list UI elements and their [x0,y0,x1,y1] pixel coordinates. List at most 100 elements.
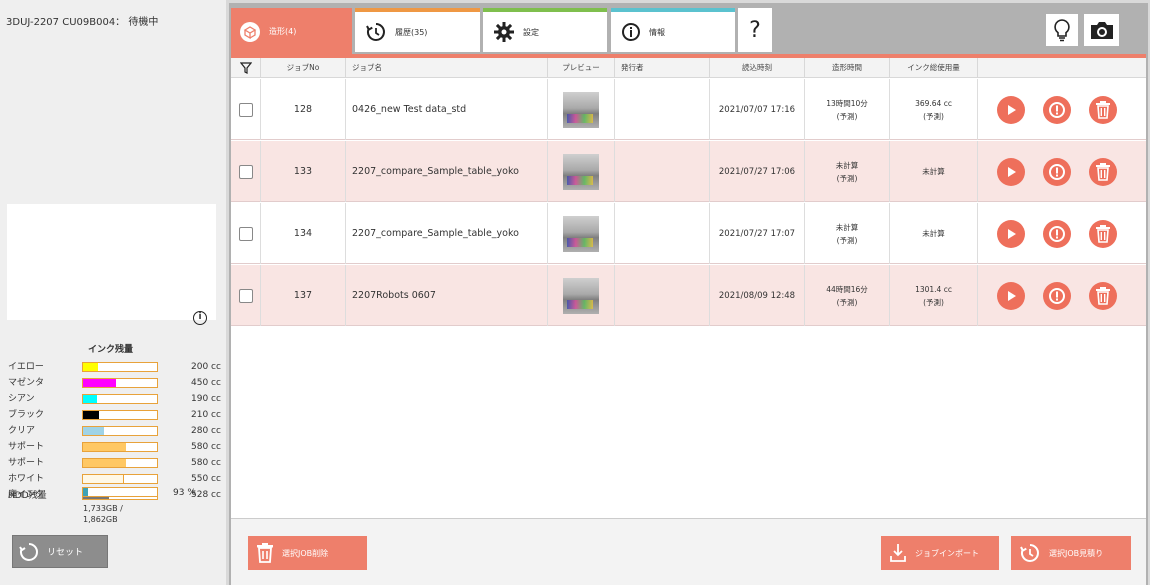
build-time-note: (予測) [836,297,858,307]
status-panel: 3DUJ-2207 CU09B004： 待機中 インク残量 i イエロー 200… [0,0,226,585]
read-time: 2021/08/09 12:48 [718,290,796,301]
camera-button[interactable] [1084,14,1119,46]
lightbulb-button[interactable] [1046,14,1078,46]
job-name: 2207_compare_Sample_table_yoko [352,228,519,239]
tab-info-label: 情報 [649,27,665,37]
issuer-cell [615,141,710,202]
delete-button[interactable] [1089,281,1117,310]
ink-row: ホワイト 550 cc [8,473,221,485]
delete-button[interactable] [1089,157,1117,186]
stop-button[interactable] [1043,95,1071,124]
build-time-cell: 13時間10分 (予測) [805,79,890,140]
filter-button[interactable] [231,58,261,78]
ink-row: クリア 280 cc [8,425,221,437]
ink-row: サポート 580 cc [8,441,221,453]
start-button[interactable] [997,281,1025,310]
ink-level-bar [82,474,158,484]
bottom-bar: 選択JOB削除 ジョブインポート 選択JOB見積り [231,518,1146,585]
play-icon [1008,104,1016,115]
table-row[interactable]: 128 0426_new Test data_std 2021/07/07 17… [231,79,1146,140]
col-job-name[interactable]: ジョブ名 [346,58,548,78]
tab-jobs[interactable]: 造形(4) [231,8,352,55]
read-time: 2021/07/07 17:16 [718,104,796,115]
ink-name: クリア [8,426,36,436]
ink-level-bar [82,378,158,388]
job-no: 134 [293,228,313,239]
hdd-used: 1,733GB / [83,504,123,513]
row-actions [991,141,1141,202]
ink-amount: 210 cc [191,410,221,420]
col-read-time[interactable]: 読込時刻 [710,58,805,78]
preview-thumbnail[interactable] [563,277,599,314]
tab-history-label: 履歴(35) [395,27,428,37]
ink-name: サポート [8,442,45,452]
read-time: 2021/07/27 17:07 [718,228,796,239]
job-import-button[interactable]: ジョブインポート [881,536,999,570]
col-preview[interactable]: プレビュー [548,58,615,78]
row-checkbox[interactable] [238,102,253,117]
preview-thumbnail[interactable] [563,153,599,190]
estimate-selected-button[interactable]: 選択JOB見積り [1011,536,1131,570]
info-icon [622,23,640,41]
row-checkbox-cell [231,141,261,202]
ink-name: シアン [8,394,35,404]
delete-selected-button[interactable]: 選択JOB削除 [248,536,367,570]
hdd-total: 1,862GB [83,515,118,524]
table-row[interactable]: 137 2207Robots 0607 2021/08/09 12:48 44時… [231,265,1146,326]
ink-usage-cell: 未計算 [890,203,978,264]
stop-button[interactable] [1043,157,1071,186]
ink-amount: 580 cc [191,458,221,468]
build-time-cell: 44時間16分 (予測) [805,265,890,326]
delete-button[interactable] [1089,219,1117,248]
ink-level-bar [82,458,158,468]
ink-amount: 200 cc [191,362,221,372]
reset-icon [19,542,38,561]
row-checkbox[interactable] [238,226,253,241]
read-time-cell: 2021/07/27 17:06 [710,141,805,202]
estimate-selected-label: 選択JOB見積り [1049,548,1104,558]
stop-icon [1049,163,1065,180]
start-button[interactable] [997,157,1025,186]
tab-history[interactable]: 履歴(35) [355,8,480,52]
row-checkbox[interactable] [238,288,253,303]
table-row[interactable]: 133 2207_compare_Sample_table_yoko 2021/… [231,141,1146,202]
hdd-percent: 93 % [173,488,196,498]
ink-usage-cell: 未計算 [890,141,978,202]
ink-row: イエロー 200 cc [8,361,221,373]
delete-button[interactable] [1089,95,1117,124]
row-checkbox[interactable] [238,164,253,179]
ink-level-bar [82,426,158,436]
build-time: 13時間10分 [826,98,868,108]
stop-button[interactable] [1043,219,1071,248]
ink-level-bar [82,410,158,420]
table-row[interactable]: 134 2207_compare_Sample_table_yoko 2021/… [231,203,1146,264]
col-issuer[interactable]: 発行者 [615,58,710,78]
tab-info[interactable]: 情報 [611,8,735,52]
build-time: 未計算 [835,160,859,170]
read-time-cell: 2021/07/27 17:07 [710,203,805,264]
ink-usage: 未計算 [922,167,945,176]
row-actions [991,79,1141,140]
build-time: 44時間16分 [826,284,868,294]
reset-button[interactable]: リセット [12,535,108,568]
col-job-no[interactable]: ジョブNo [261,58,346,78]
job-no: 137 [293,290,313,301]
play-icon [1008,166,1016,177]
preview-thumbnail[interactable] [563,91,599,128]
help-button[interactable]: ? [738,8,772,52]
ink-usage-note: (予測) [923,297,944,307]
info-circle-icon[interactable]: i [193,311,207,325]
col-ink-usage[interactable]: インク総使用量 [890,58,978,78]
hdd-bar [82,487,158,497]
issuer-cell [615,79,710,140]
hdd-fill [83,488,89,496]
ink-level-fill [83,411,99,419]
col-build-time[interactable]: 造形時間 [805,58,890,78]
stop-button[interactable] [1043,281,1071,310]
job-name: 2207_compare_Sample_table_yoko [352,166,519,177]
start-button[interactable] [997,95,1025,124]
stop-icon [1049,101,1065,118]
preview-thumbnail[interactable] [563,215,599,252]
start-button[interactable] [997,219,1025,248]
tab-settings[interactable]: 設定 [483,8,607,52]
